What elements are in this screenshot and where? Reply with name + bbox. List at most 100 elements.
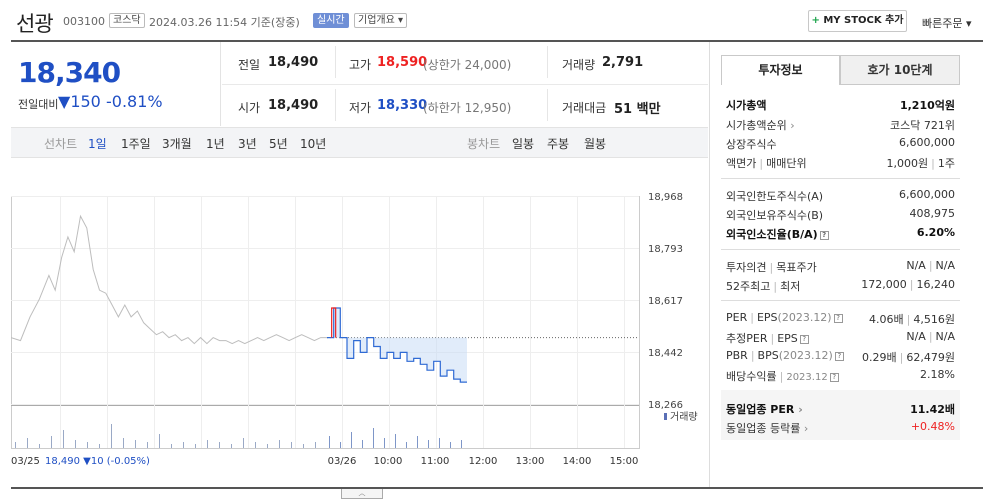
tab-investment-info[interactable]: 투자정보 xyxy=(721,55,840,85)
row-sector-per[interactable]: 동일업종 PER › 11.42배 xyxy=(726,403,955,416)
y-tick-label: 18,968 xyxy=(648,192,683,203)
x-tick-label: 10:00 xyxy=(374,456,403,467)
period-5y[interactable]: 5년 xyxy=(269,137,288,151)
x-tick-label: 15:00 xyxy=(610,456,639,467)
volume-bar xyxy=(351,432,352,448)
low-value: 18,330 xyxy=(377,98,428,113)
realtime-badge[interactable]: 실시간 xyxy=(313,13,349,28)
help-icon: ? xyxy=(834,352,844,361)
volume-bar xyxy=(417,436,418,448)
volume-bar xyxy=(39,444,40,448)
tab-orderbook[interactable]: 호가 10단계 xyxy=(840,55,960,85)
row-foreign-ratio: 외국인소진율(B/A)? 6.20% xyxy=(726,226,955,241)
period-10y[interactable]: 10년 xyxy=(300,137,327,151)
row-pbr-bps: PBR | BPS(2023.12)? 0.29배 | 62,479원 xyxy=(726,349,955,364)
volume-bar xyxy=(27,438,28,448)
candle-daily[interactable]: 일봉 xyxy=(512,137,535,151)
market-badge: 코스닥 xyxy=(109,13,145,28)
divider xyxy=(721,178,960,179)
prev-close-label: 전일 xyxy=(238,58,261,72)
volume-bar xyxy=(303,444,304,448)
amount-label: 거래대금 xyxy=(562,101,607,115)
row-shares: 상장주식수 6,600,000 xyxy=(726,136,955,151)
volume-bar xyxy=(207,440,208,448)
sector-box xyxy=(721,390,960,440)
volume-bar xyxy=(384,438,385,448)
volume-legend-swatch xyxy=(664,413,667,420)
open-label: 시가 xyxy=(238,101,261,115)
low-label: 저가 xyxy=(349,101,372,115)
volume-bar xyxy=(195,444,196,448)
price-box xyxy=(11,42,221,126)
divider xyxy=(335,46,336,78)
volume-bar xyxy=(183,442,184,448)
volume-bar xyxy=(395,434,396,448)
today-area xyxy=(327,308,467,383)
mystock-add-button[interactable]: + MY STOCK 추가 xyxy=(808,10,907,32)
volume-bar xyxy=(329,436,330,448)
row-sector-change[interactable]: 동일업종 등락률 › +0.48% xyxy=(726,420,955,435)
amount-value: 51 백만 xyxy=(614,102,661,117)
volume-bar xyxy=(231,444,232,448)
down-arrow-icon: ▼ xyxy=(58,92,71,111)
y-tick-label: 18,266 xyxy=(648,400,683,411)
volume-value: 2,791 xyxy=(602,55,644,70)
chevron-right-icon: › xyxy=(786,119,795,132)
volume-legend-label: 거래량 xyxy=(670,411,698,423)
candle-weekly[interactable]: 주봉 xyxy=(547,137,570,151)
volume-bar xyxy=(87,442,88,448)
period-1d[interactable]: 1일 xyxy=(88,137,107,151)
volume-bar xyxy=(99,444,100,448)
chart-frame xyxy=(11,196,640,449)
period-3m[interactable]: 3개월 xyxy=(162,137,192,151)
candle-monthly[interactable]: 월봉 xyxy=(584,137,607,151)
volume-bar xyxy=(406,442,407,448)
collapse-handle[interactable]: ︿ xyxy=(341,489,383,499)
volume-bar xyxy=(159,434,160,448)
volume-bar xyxy=(147,442,148,448)
change-percent: -0.81% xyxy=(106,92,163,111)
row-market-cap: 시가총액 1,210억원 xyxy=(726,99,955,112)
quote-time: 2024.03.26 11:54 기준(장중) xyxy=(149,16,300,29)
company-overview-button[interactable]: 기업개요 ▾ xyxy=(354,13,407,28)
stock-code: 003100 xyxy=(63,15,105,28)
prev-day-label: 03/25 xyxy=(11,456,40,467)
header-divider xyxy=(11,40,983,42)
volume-bar xyxy=(450,442,451,448)
chart-bottom-divider xyxy=(11,487,983,489)
volume-bar xyxy=(75,440,76,448)
volume-bar xyxy=(255,442,256,448)
divider xyxy=(721,249,960,250)
help-icon: ? xyxy=(833,314,843,323)
volume-bar xyxy=(15,442,16,448)
volume-bar xyxy=(340,442,341,448)
volume-bar xyxy=(243,438,244,448)
lower-limit: (하한가 12,950) xyxy=(423,101,512,115)
high-label: 고가 xyxy=(349,58,372,72)
period-1y[interactable]: 1년 xyxy=(206,137,225,151)
volume-bar xyxy=(373,428,374,448)
y-tick-label: 18,793 xyxy=(648,244,683,255)
volume-bar xyxy=(111,424,112,448)
volume-label: 거래량 xyxy=(562,58,596,72)
current-price: 18,340 xyxy=(18,56,121,89)
divider xyxy=(335,89,336,121)
volume-bar xyxy=(123,438,124,448)
row-est-per-eps: 추정PER | EPS? N/A | N/A xyxy=(726,330,955,345)
open-value: 18,490 xyxy=(268,98,319,113)
chevron-right-icon: › xyxy=(794,403,803,416)
volume-bar xyxy=(219,442,220,448)
help-icon: ? xyxy=(799,335,809,344)
mystock-label: MY STOCK 추가 xyxy=(823,15,904,26)
row-foreign-limit: 외국인한도주식수(A) 6,600,000 xyxy=(726,188,955,203)
quick-order-button[interactable]: 빠른주문 ▾ xyxy=(922,17,972,30)
period-3y[interactable]: 3년 xyxy=(238,137,257,151)
period-1w[interactable]: 1주일 xyxy=(121,137,151,151)
volume-bar xyxy=(315,442,316,448)
volume-bar xyxy=(51,436,52,448)
volume-bar xyxy=(461,440,462,448)
today-high-spike xyxy=(331,307,337,338)
high-value: 18,590 xyxy=(377,55,428,70)
volume-bar xyxy=(291,442,292,448)
